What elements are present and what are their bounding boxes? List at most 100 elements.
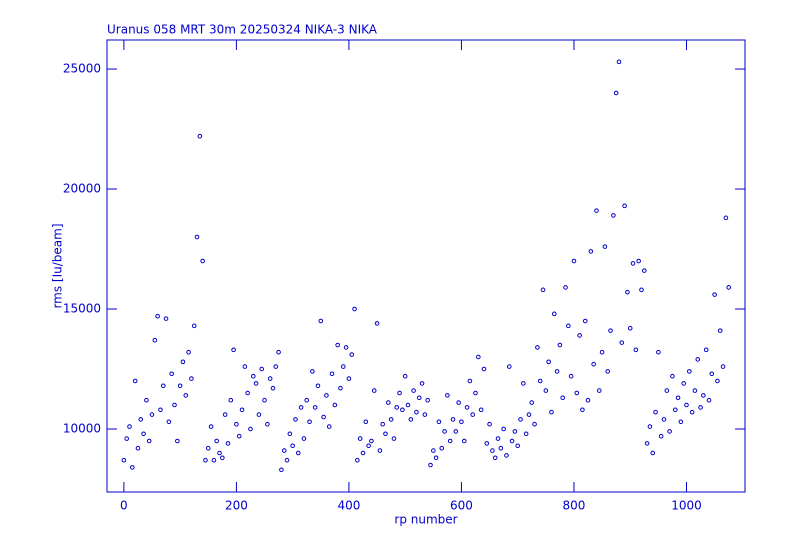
data-point <box>501 426 506 432</box>
data-point <box>343 345 349 350</box>
data-point <box>726 285 731 290</box>
data-point <box>484 441 490 446</box>
data-point <box>160 383 166 389</box>
data-point <box>189 376 194 381</box>
data-point <box>647 424 653 429</box>
data-point <box>689 409 695 415</box>
data-point <box>293 417 298 422</box>
data-point <box>439 445 445 451</box>
data-point <box>712 292 717 297</box>
data-point <box>706 397 712 403</box>
data-point <box>653 409 658 415</box>
data-point <box>442 429 447 434</box>
data-point <box>709 371 715 377</box>
data-point <box>611 213 616 218</box>
data-point <box>203 457 208 463</box>
data-point <box>135 445 141 451</box>
data-point <box>267 376 273 381</box>
data-point <box>644 441 650 446</box>
data-point <box>256 412 262 417</box>
data-point <box>594 208 599 213</box>
data-point <box>447 438 453 444</box>
data-point <box>596 388 602 393</box>
data-point <box>130 465 135 470</box>
data-point <box>194 234 200 240</box>
y-tick-label: 20000 <box>63 182 101 196</box>
data-point <box>672 407 678 413</box>
data-point <box>394 405 400 410</box>
data-point <box>540 287 546 293</box>
data-point <box>290 443 295 449</box>
data-point <box>253 381 259 386</box>
data-point <box>169 371 175 377</box>
data-point <box>326 424 332 429</box>
data-point <box>599 349 605 355</box>
data-point <box>397 390 402 396</box>
data-point <box>355 457 360 463</box>
data-point <box>566 323 571 329</box>
data-point <box>526 412 532 417</box>
data-point <box>641 268 647 273</box>
data-point <box>464 405 470 410</box>
data-point <box>349 352 355 357</box>
y-tick-label: 25000 <box>63 62 101 76</box>
data-point <box>588 249 594 254</box>
data-point <box>518 417 523 422</box>
data-point <box>402 373 408 379</box>
data-point <box>152 337 158 343</box>
data-point <box>338 385 343 391</box>
data-point <box>321 414 326 420</box>
data-point <box>532 421 537 427</box>
data-point <box>191 323 197 329</box>
data-point <box>273 364 279 369</box>
data-point <box>211 457 217 463</box>
data-point <box>383 431 388 437</box>
data-point <box>357 436 363 441</box>
data-point <box>310 369 315 374</box>
data-point <box>391 436 397 441</box>
data-point <box>262 397 267 403</box>
data-point <box>504 453 509 458</box>
data-point <box>388 417 394 422</box>
data-point <box>208 424 214 429</box>
data-point <box>411 388 416 393</box>
data-point <box>301 436 307 441</box>
data-point <box>678 419 684 425</box>
data-point <box>650 450 656 456</box>
data-point <box>667 429 672 434</box>
data-point <box>554 369 560 374</box>
data-point <box>723 215 729 221</box>
data-point <box>276 349 281 355</box>
data-point <box>222 412 228 417</box>
chart-title: Uranus 058 MRT 30m 20250324 NIKA-3 NIKA <box>107 23 378 37</box>
data-point <box>377 448 383 453</box>
data-point <box>217 450 222 456</box>
data-point <box>416 395 422 401</box>
data-point <box>498 445 504 451</box>
data-point <box>574 390 580 396</box>
data-point <box>281 448 287 453</box>
data-point <box>658 433 664 439</box>
data-point <box>374 321 380 326</box>
data-point <box>231 347 236 353</box>
data-point <box>717 328 723 333</box>
data-point <box>360 450 366 456</box>
data-point <box>414 409 419 415</box>
data-point <box>703 347 709 353</box>
data-point <box>121 457 127 463</box>
x-tick-label: 800 <box>563 499 586 513</box>
data-point <box>481 366 487 372</box>
data-point <box>675 395 681 401</box>
data-point <box>664 388 670 393</box>
data-point <box>172 402 177 408</box>
data-point <box>329 371 335 377</box>
data-point <box>467 378 473 384</box>
data-point <box>549 409 554 415</box>
data-point <box>560 395 566 401</box>
data-point <box>408 417 414 422</box>
data-point <box>197 133 203 139</box>
data-point <box>205 445 211 451</box>
data-point <box>155 313 160 319</box>
data-point <box>371 388 377 393</box>
